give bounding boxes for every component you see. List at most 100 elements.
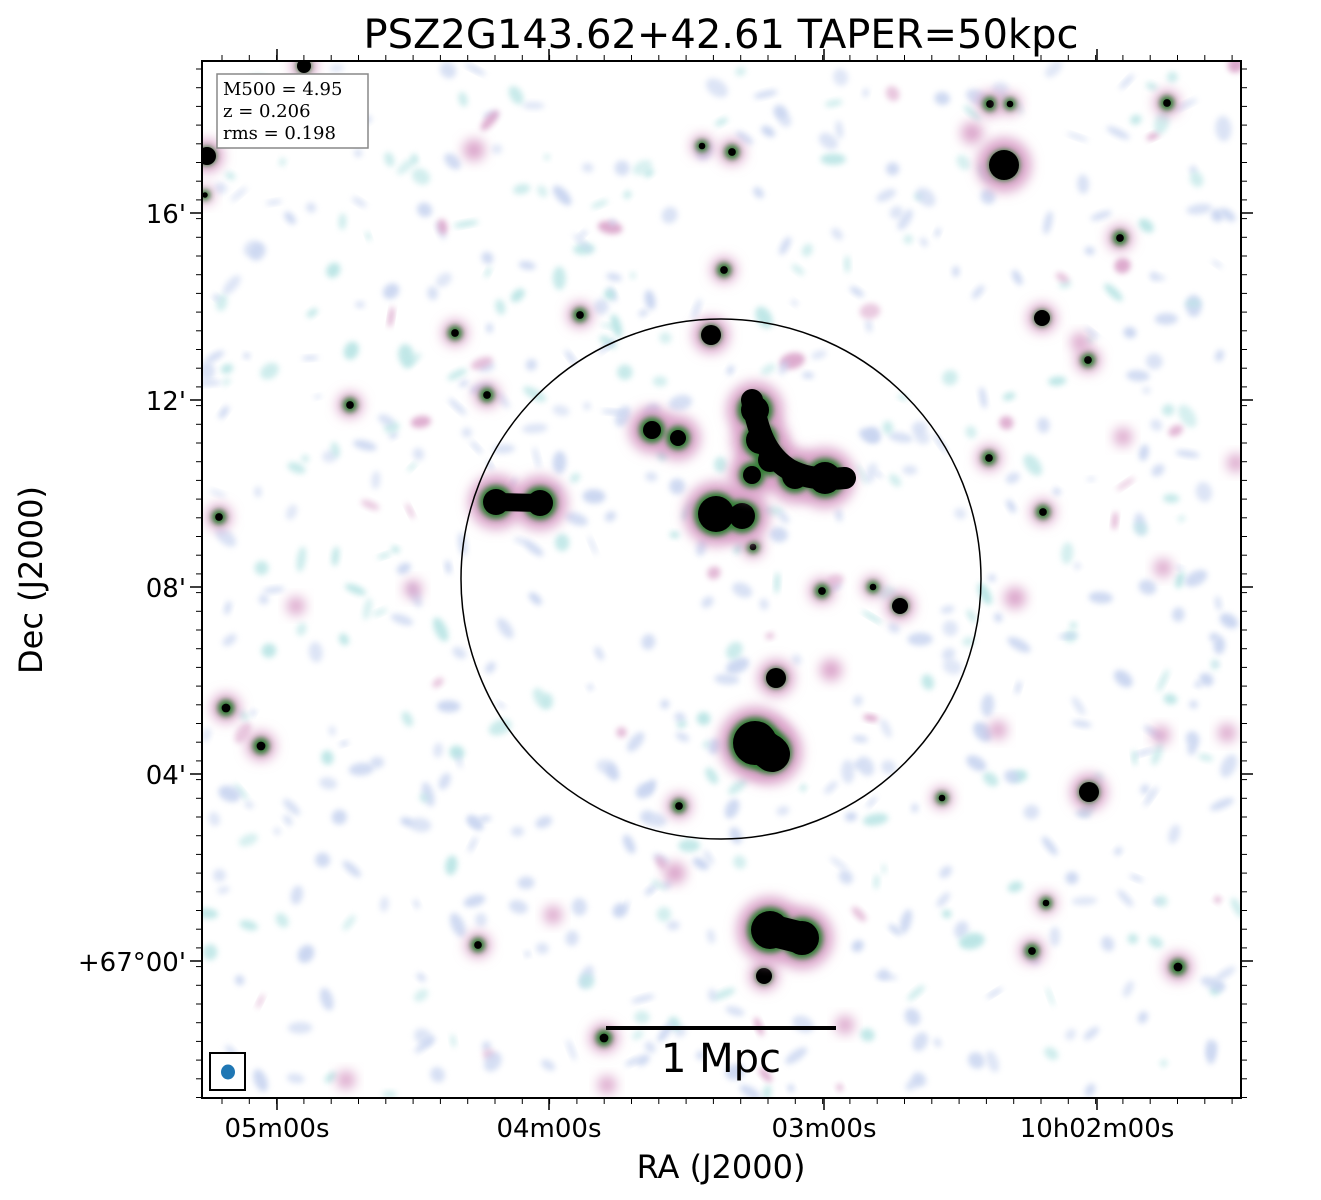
noise-patch — [841, 759, 855, 784]
noise-patch — [495, 299, 506, 315]
noise-patch — [818, 132, 838, 150]
source-core — [728, 148, 736, 156]
noise-patch — [1023, 454, 1043, 476]
noise-patch — [769, 526, 788, 543]
noise-patch — [1148, 936, 1164, 949]
noise-patch — [882, 420, 894, 435]
noise-patch — [612, 903, 628, 918]
noise-patch — [287, 1021, 313, 1034]
noise-patch — [920, 237, 928, 247]
noise-patch — [449, 745, 465, 760]
noise-patch — [981, 693, 995, 717]
noise-patch — [238, 833, 258, 847]
noise-patch — [492, 444, 515, 454]
noise-patch — [696, 1050, 706, 1060]
noise-patch — [287, 462, 306, 474]
noise-patch — [398, 344, 415, 368]
noise-patch — [212, 868, 226, 882]
noise-patch — [725, 641, 743, 660]
noise-patch — [390, 613, 414, 626]
noise-patch — [433, 617, 449, 642]
noise-patch — [987, 574, 996, 582]
noise-patch — [396, 562, 411, 575]
noise-patch — [1210, 658, 1220, 671]
noise-patch — [360, 499, 380, 511]
noise-patch — [952, 265, 960, 278]
noise-patch — [1133, 748, 1155, 757]
y-axis-label: Dec (J2000) — [12, 486, 50, 674]
x-tick-label: 03m00s — [771, 1114, 876, 1144]
noise-patch — [714, 456, 727, 473]
noise-patch — [470, 440, 483, 454]
noise-patch — [732, 582, 753, 598]
source-core — [1116, 234, 1124, 242]
noise-patch — [401, 711, 414, 727]
noise-patch — [214, 182, 227, 194]
noise-patch — [838, 869, 853, 885]
noise-patch — [510, 826, 525, 837]
x-tick-label: 04m00s — [496, 1114, 601, 1144]
noise-patch — [644, 1041, 656, 1054]
noise-patch — [1227, 61, 1241, 73]
noise-patch — [617, 364, 633, 380]
noise-patch — [436, 700, 461, 713]
noise-patch — [863, 714, 879, 722]
figure-title: PSZ2G143.62+42.61 TAPER=50kpc — [364, 12, 1079, 58]
noise-patch — [885, 86, 900, 102]
noise-patches — [202, 61, 1241, 1098]
noise-patch — [1101, 936, 1115, 952]
noise-patch — [1071, 896, 1098, 906]
noise-patch — [824, 781, 838, 794]
noise-patch — [889, 473, 902, 487]
noise-patch — [641, 634, 656, 650]
noise-patch — [1209, 797, 1234, 811]
noise-patch — [1186, 203, 1213, 215]
noise-patch — [1174, 98, 1198, 111]
noise-patch — [329, 64, 345, 72]
noise-patch — [1214, 595, 1222, 611]
noise-patch — [1138, 444, 1149, 461]
noise-patch — [631, 994, 655, 1003]
noise-patch — [1159, 1059, 1168, 1067]
noise-patch — [638, 309, 649, 317]
noise-patch — [1145, 82, 1158, 91]
source-core — [599, 1033, 609, 1043]
noise-patch — [205, 350, 225, 363]
noise-patch — [659, 332, 672, 344]
noise-patch — [488, 719, 512, 736]
noise-patch — [675, 732, 690, 742]
noise-patch — [856, 463, 868, 485]
noise-patch — [348, 762, 374, 776]
noise-patch — [453, 220, 479, 228]
noise-patch — [552, 405, 570, 416]
noise-patch — [432, 677, 444, 688]
noise-patch — [409, 817, 432, 832]
noise-patch — [791, 654, 802, 665]
noise-patch — [666, 920, 680, 931]
noise-patch — [1189, 700, 1198, 709]
noise-patch — [791, 299, 798, 306]
noise-patch — [903, 234, 913, 244]
noise-patch — [278, 157, 287, 167]
noise-patch — [714, 673, 740, 685]
noise-patch — [437, 218, 448, 235]
noise-patch — [1214, 896, 1222, 904]
noise-patch — [588, 535, 598, 555]
noise-patch — [933, 1037, 942, 1048]
double-source-bridge — [738, 724, 790, 772]
noise-patch — [222, 275, 241, 295]
noise-patch — [971, 285, 985, 299]
noise-patch — [552, 451, 567, 474]
source-halo — [1154, 559, 1172, 577]
noise-patch — [739, 1084, 761, 1098]
noise-patch — [444, 153, 461, 170]
noise-patch — [753, 186, 764, 199]
noise-patch — [1044, 61, 1063, 78]
noise-patch — [1058, 280, 1072, 289]
noise-patch — [725, 657, 750, 674]
source-core — [576, 311, 584, 319]
noise-patch — [835, 120, 844, 139]
source-core — [1079, 782, 1099, 802]
extended-core — [743, 466, 761, 484]
noise-patch — [330, 441, 340, 458]
